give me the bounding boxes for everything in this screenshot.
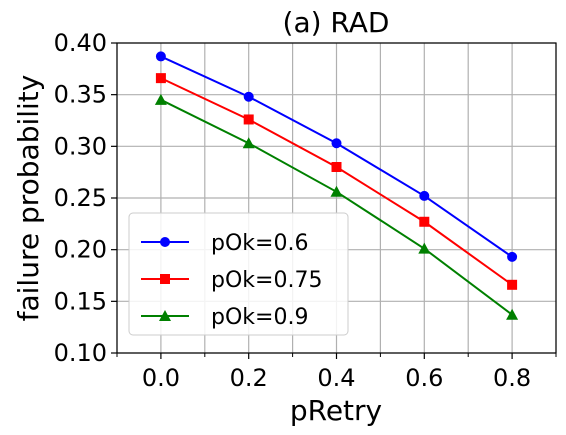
legend-label: pOk=0.6 [211,231,308,256]
y-tick-label: 0.25 [54,184,107,212]
legend-marker [159,310,171,321]
data-point [331,162,342,172]
data-point [242,137,255,149]
legend-entry: pOk=0.9 [141,305,308,330]
data-point [155,51,166,62]
ticks: 0.0 0.2 0.4 0.6 0.8 0.10 0.15 0.20 0.25 0.30 0.35 0… [54,29,557,392]
data-point [243,114,254,125]
data-point [506,308,519,320]
y-axis-title: failure probability [12,75,45,322]
data-point [330,185,343,197]
series-2 [155,73,518,290]
legend: pOk=0.6 pOk=0.75 pOk=0.9 [128,212,349,336]
y-tick-label: 0.10 [54,339,107,367]
series-1 [155,51,518,262]
data-point [507,279,518,290]
y-tick-label: 0.20 [54,236,107,264]
legend-marker [160,237,170,247]
x-tick-label: 0.0 [142,364,180,392]
x-tick-label: 0.4 [317,364,355,392]
data-point [419,216,430,227]
series-layer [154,51,519,320]
x-tick-label: 0.6 [405,364,443,392]
data-point [331,138,342,149]
data-point [419,190,430,201]
legend-label: pOk=0.75 [211,268,322,293]
data-point [154,93,167,105]
x-axis-title: pRetry [290,394,382,427]
legend-label: pOk=0.9 [211,305,308,330]
legend-entry: pOk=0.75 [141,268,322,293]
legend-box [128,212,349,336]
legend-entry: pOk=0.6 [141,231,308,256]
x-tick-label: 0.8 [493,364,531,392]
series-3 [154,93,519,320]
data-point [418,242,431,254]
x-tick-label: 0.2 [230,364,268,392]
data-point [243,91,254,102]
y-tick-label: 0.40 [54,29,107,57]
y-tick-label: 0.15 [54,287,107,315]
y-tick-label: 0.35 [54,81,107,109]
legend-marker [160,274,170,284]
y-tick-label: 0.30 [54,132,107,160]
data-point [507,251,518,262]
chart-title: (a) RAD [283,6,390,39]
data-point [155,73,166,84]
